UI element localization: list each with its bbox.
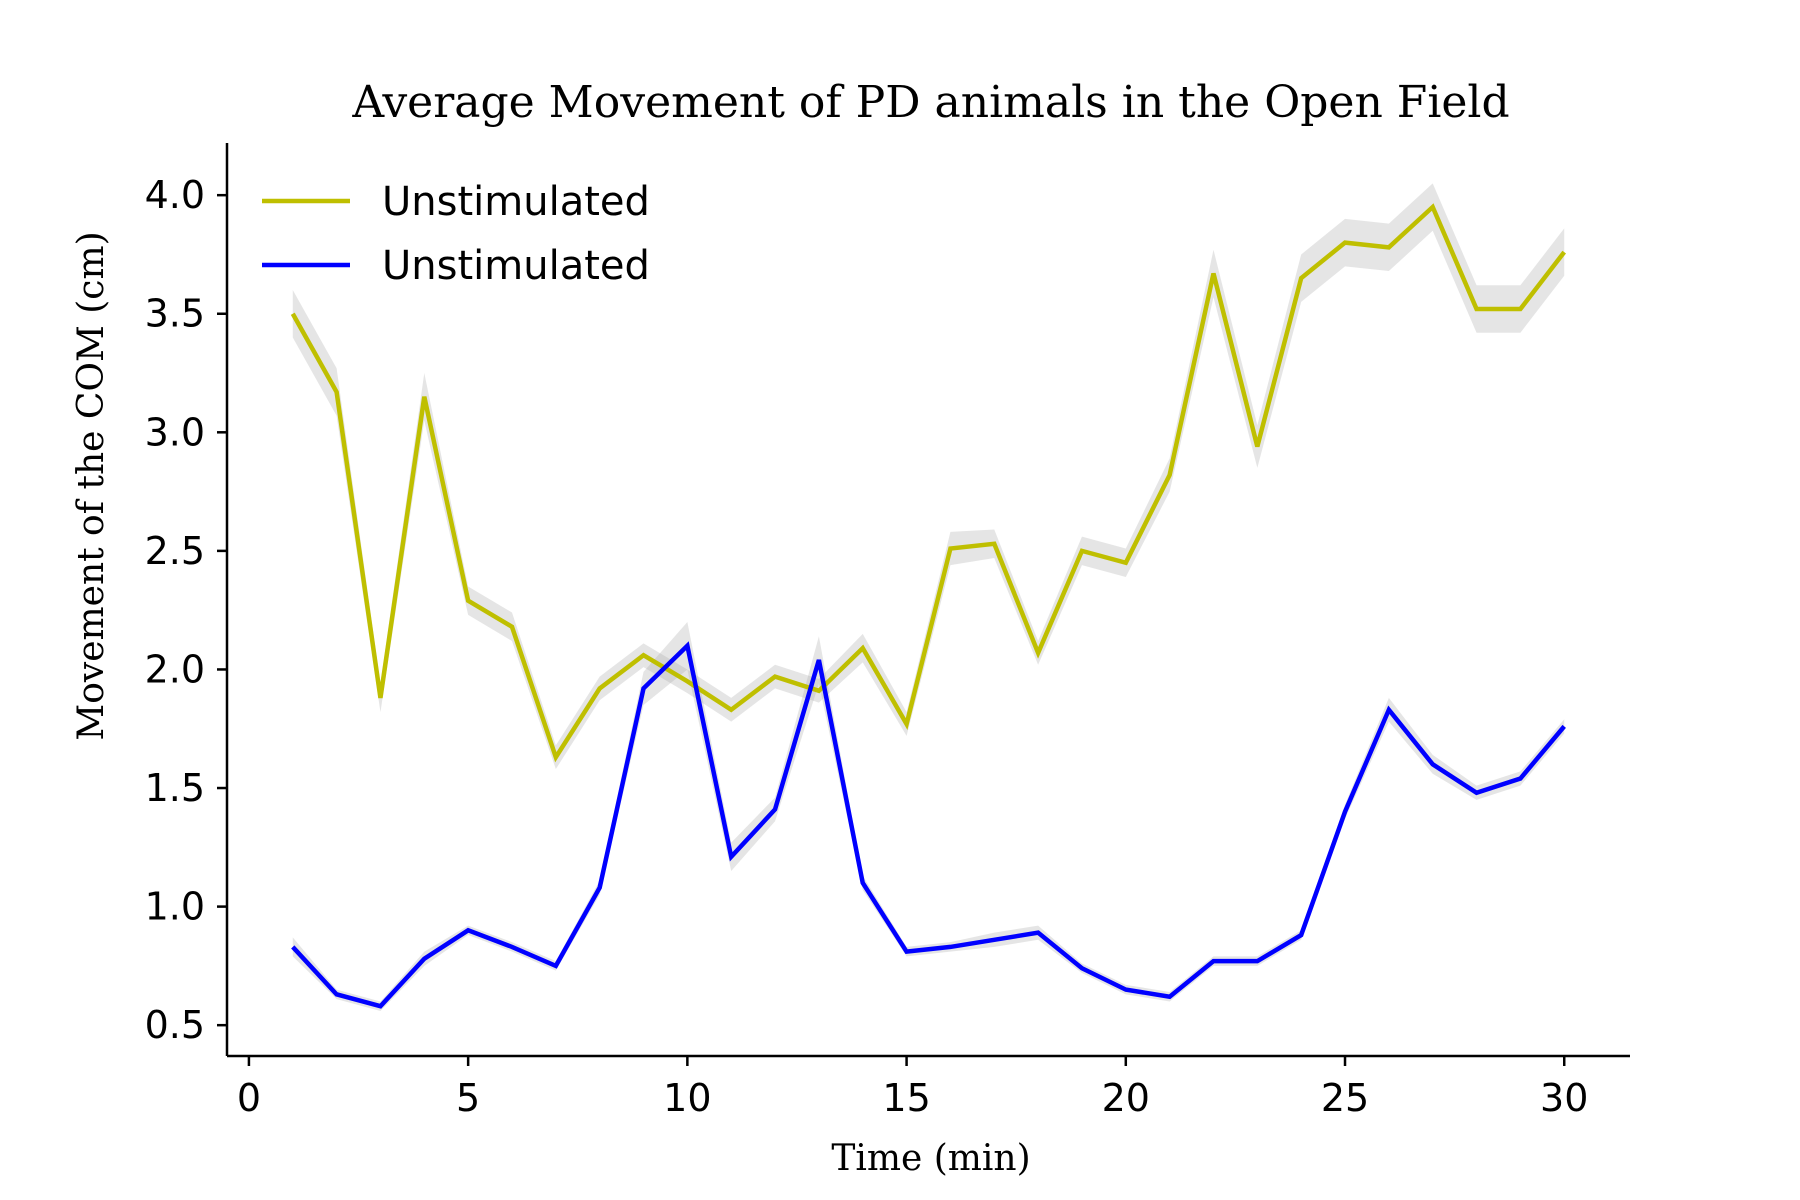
y-axis-label: Movement of the COM (cm) [71,231,112,740]
x-tick-label: 15 [882,1076,930,1120]
x-tick-label: 5 [456,1076,480,1120]
y-tick-label: 2.5 [145,529,205,573]
chart-title: Average Movement of PD animals in the Op… [351,77,1509,128]
x-tick-label: 30 [1540,1076,1588,1120]
x-tick-label: 20 [1102,1076,1150,1120]
y-tick-label: 0.5 [145,1003,205,1047]
series-lines [290,203,1567,1009]
x-tick-label: 25 [1321,1076,1369,1120]
x-axis-label: Time (min) [831,1138,1030,1179]
series-2-band [292,622,1565,1011]
y-tick-label: 3.0 [145,410,205,454]
series-2-line [291,641,1566,1009]
x-tick-label: 10 [663,1076,711,1120]
legend-label-1: Unstimulated [382,179,650,225]
confidence-bands [292,183,1565,1011]
y-tick-label: 2.0 [145,647,205,691]
series-1-line [290,203,1567,763]
y-tick-label: 1.0 [145,885,205,929]
x-tick-label: 0 [237,1076,261,1120]
axes: 0 5 10 15 20 25 30 0.5 1.0 1.5 2.0 2.5 3.0 3.5 4.0 [145,143,1630,1120]
y-tick-label: 3.5 [145,292,205,336]
y-tick-label: 4.0 [145,173,205,217]
legend-label-2: Unstimulated [382,243,650,289]
y-tick-label: 1.5 [145,766,205,810]
legend: Unstimulated Unstimulated [262,179,650,289]
